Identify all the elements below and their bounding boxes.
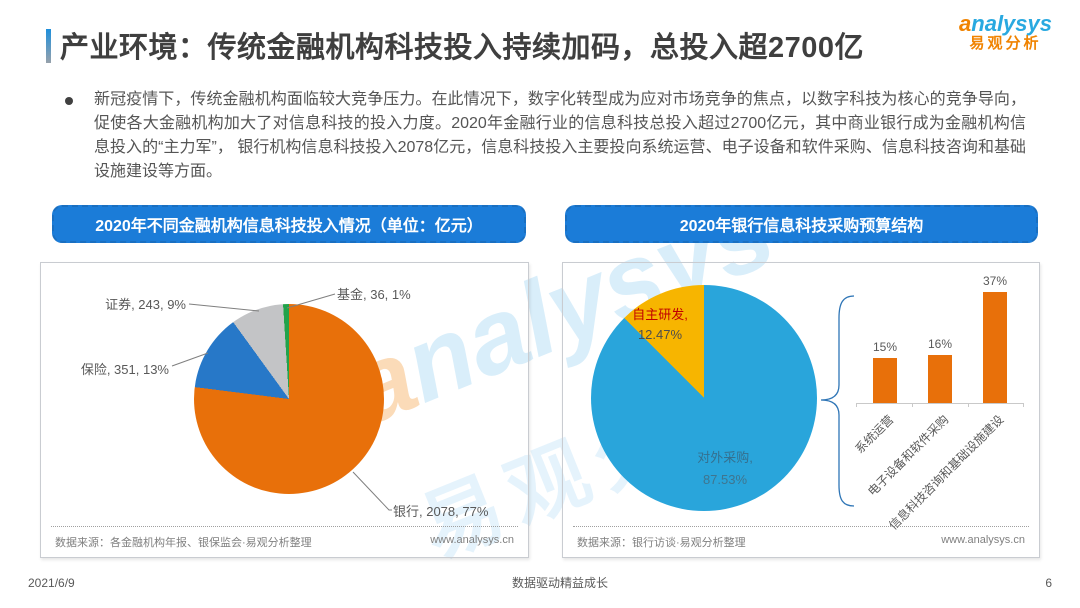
source-row: 数据来源：银行访谈·易观分析整理 www.analysys.cn xyxy=(577,534,1025,550)
brace-connector xyxy=(820,295,855,507)
logo-wordmark: analysys xyxy=(959,11,1052,36)
footer-page-number: 6 xyxy=(1045,575,1052,590)
bar-value-label: 37% xyxy=(982,274,1008,288)
external-pct: 87.53% xyxy=(702,472,748,487)
procurement-pie xyxy=(591,285,817,511)
pie-leader-lines xyxy=(171,293,392,511)
footer-date: 2021/6/9 xyxy=(28,575,75,590)
title-accent-bar xyxy=(46,29,51,63)
inhouse-pct: 12.47% xyxy=(637,327,683,342)
logo-chinese-name: 易观分析 xyxy=(969,35,1042,53)
bar-value-label: 15% xyxy=(872,340,898,354)
slide-footer: 2021/6/9 数据驱动精益成长 6 xyxy=(28,574,1052,591)
axis-tick xyxy=(912,403,913,407)
left-chart-header: 2020年不同金融机构信息科技投入情况（单位：亿元） xyxy=(52,205,526,243)
source-text: 数据来源：各金融机构年报、银保监会·易观分析整理 xyxy=(55,537,312,549)
institutions-pie xyxy=(194,304,384,494)
left-chart-panel: 基金, 36, 1% 证券, 243, 9% 保险, 351, 13% 银行, … xyxy=(40,262,529,558)
bar-3 xyxy=(983,292,1007,403)
external-name: 对外采购, xyxy=(697,450,753,465)
bar-value-label: 16% xyxy=(927,337,953,351)
source-row: 数据来源：各金融机构年报、银保监会·易观分析整理 www.analysys.cn xyxy=(55,534,514,550)
pie-label-securities: 证券, 243, 9% xyxy=(105,297,186,312)
source-divider xyxy=(51,526,518,527)
source-divider xyxy=(573,526,1029,527)
bar-1 xyxy=(873,358,897,403)
pie-label-inhouse: 自主研发, 12.47% xyxy=(615,305,705,345)
inhouse-name: 自主研发, xyxy=(632,307,688,322)
intro-paragraph: 新冠疫情下，传统金融机构面临较大竞争压力。在此情况下，数字化转型成为应对市场竞争… xyxy=(94,91,1026,180)
axis-tick xyxy=(968,403,969,407)
analysys-logo: analysys 易观分析 xyxy=(959,11,1052,53)
right-chart-header: 2020年银行信息科技采购预算结构 xyxy=(565,205,1038,243)
source-text: 数据来源：银行访谈·易观分析整理 xyxy=(577,537,746,549)
pie-label-external: 对外采购, 87.53% xyxy=(675,447,775,491)
analysys-site-link[interactable]: www.analysys.cn xyxy=(430,534,514,546)
analysys-site-link[interactable]: www.analysys.cn xyxy=(941,534,1025,546)
axis-tick xyxy=(856,403,857,407)
bullet-marker xyxy=(65,97,73,105)
right-chart-panel: 自主研发, 12.47% 对外采购, 87.53% 15% 系统运营 16% 电子设备… xyxy=(562,262,1040,558)
bar-2 xyxy=(928,355,952,403)
footer-slogan: 数据驱动精益成长 xyxy=(512,576,609,590)
pie-label-bank: 银行, 2078, 77% xyxy=(393,504,489,519)
page-title: 产业环境：传统金融机构科技投入持续加码，总投入超2700亿 xyxy=(60,32,865,64)
pie-label-insurance: 保险, 351, 13% xyxy=(80,362,169,377)
pie-label-fund: 基金, 36, 1% xyxy=(337,287,411,302)
procurement-bar-chart: 15% 系统运营 16% 电子设备和软件采购 37% 信息科技咨询和基础设施建设 xyxy=(852,263,1024,533)
axis-tick xyxy=(1023,403,1024,407)
